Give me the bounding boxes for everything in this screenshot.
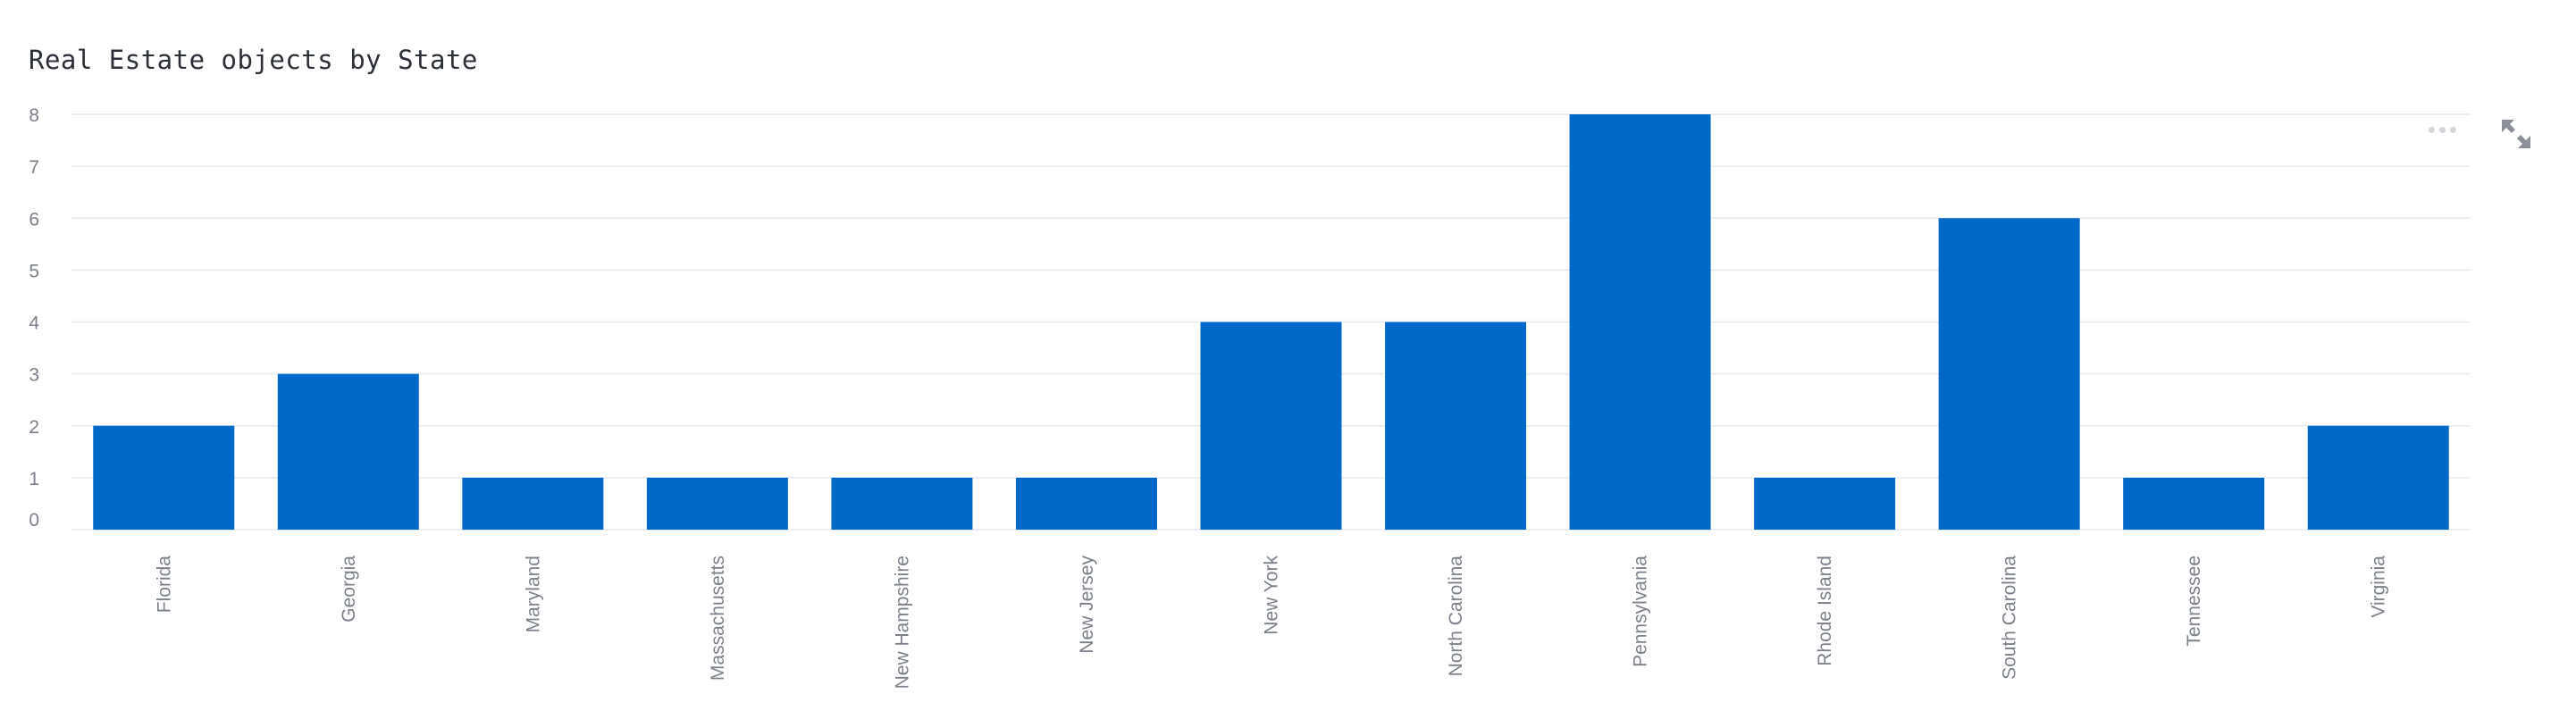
bar-virginia[interactable] xyxy=(2307,425,2449,530)
bar-tennessee[interactable] xyxy=(2123,477,2265,530)
x-tick-label: New Hampshire xyxy=(892,556,912,689)
x-tick-label: South Carolina xyxy=(2000,556,2020,680)
bar-north-carolina[interactable] xyxy=(1385,322,1527,531)
bar-pennsylvania[interactable] xyxy=(1569,114,1711,530)
bar-new-hampshire[interactable] xyxy=(831,477,973,530)
more-dot-icon xyxy=(2450,126,2456,133)
x-axis: Florida Georgia Maryland Massachusetts New H… xyxy=(154,556,2388,690)
y-tick-label: 2 xyxy=(29,417,39,438)
x-tick-label: New Jersey xyxy=(1077,556,1097,654)
bar-new-jersey[interactable] xyxy=(1015,477,1157,530)
bar-rhode-island[interactable] xyxy=(1754,477,1896,530)
y-tick-label: 6 xyxy=(29,209,39,230)
more-dot-icon xyxy=(2429,126,2435,133)
x-tick-label: Florida xyxy=(154,556,174,614)
y-tick-label: 8 xyxy=(29,105,39,126)
y-tick-label: 3 xyxy=(29,365,39,386)
x-tick-label: New York xyxy=(1262,556,1282,635)
chart-title: Real Estate objects by State xyxy=(29,45,478,75)
expand-icon[interactable] xyxy=(2500,118,2532,150)
x-tick-label: Georgia xyxy=(339,556,359,623)
more-dot-icon xyxy=(2439,126,2446,133)
more-options-icon[interactable] xyxy=(2429,123,2459,136)
x-tick-label: Maryland xyxy=(523,556,543,632)
bars xyxy=(93,114,2449,531)
bar-florida[interactable] xyxy=(93,425,235,530)
y-tick-label: 0 xyxy=(29,510,39,531)
x-tick-label: Massachusetts xyxy=(708,556,728,681)
bar-south-carolina[interactable] xyxy=(1938,218,2080,530)
bar-new-york[interactable] xyxy=(1200,322,1342,531)
x-tick-label: North Carolina xyxy=(1446,556,1466,677)
bar-georgia[interactable] xyxy=(277,373,419,530)
x-tick-label: Virginia xyxy=(2369,556,2389,618)
bar-massachusetts[interactable] xyxy=(646,477,788,530)
x-tick-label: Tennessee xyxy=(2184,556,2204,647)
bar-maryland[interactable] xyxy=(462,477,604,530)
y-tick-label: 1 xyxy=(29,469,39,489)
y-axis: 0 1 2 3 4 5 6 7 8 xyxy=(29,105,39,531)
x-tick-label: Pennsylvania xyxy=(1631,556,1651,667)
y-tick-label: 4 xyxy=(29,314,39,334)
y-tick-label: 5 xyxy=(29,261,39,281)
y-tick-label: 7 xyxy=(29,157,39,178)
x-tick-label: Rhode Island xyxy=(1815,556,1835,666)
